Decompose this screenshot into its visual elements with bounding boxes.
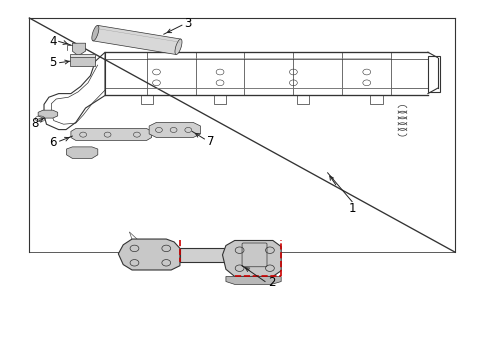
Text: 3: 3 [184,17,192,30]
Text: 8: 8 [31,117,39,130]
FancyBboxPatch shape [70,56,95,66]
Polygon shape [118,239,180,270]
Polygon shape [66,147,98,158]
Ellipse shape [175,39,182,55]
Polygon shape [93,26,181,54]
Text: 5: 5 [49,57,57,69]
Polygon shape [71,129,151,140]
Bar [427,56,439,92]
Bar [297,95,309,104]
Polygon shape [180,248,234,262]
Polygon shape [149,122,200,138]
Bar [141,95,153,104]
Polygon shape [38,110,58,118]
Text: 1: 1 [347,202,355,215]
Polygon shape [222,240,281,276]
Text: 2: 2 [267,276,275,289]
Text: 4: 4 [49,35,57,48]
Bar [370,95,382,104]
Polygon shape [225,276,281,284]
Text: 7: 7 [206,135,214,148]
Bar [214,95,225,104]
FancyBboxPatch shape [70,54,95,57]
Text: 6: 6 [49,136,57,149]
Ellipse shape [92,25,99,41]
Polygon shape [72,43,85,56]
